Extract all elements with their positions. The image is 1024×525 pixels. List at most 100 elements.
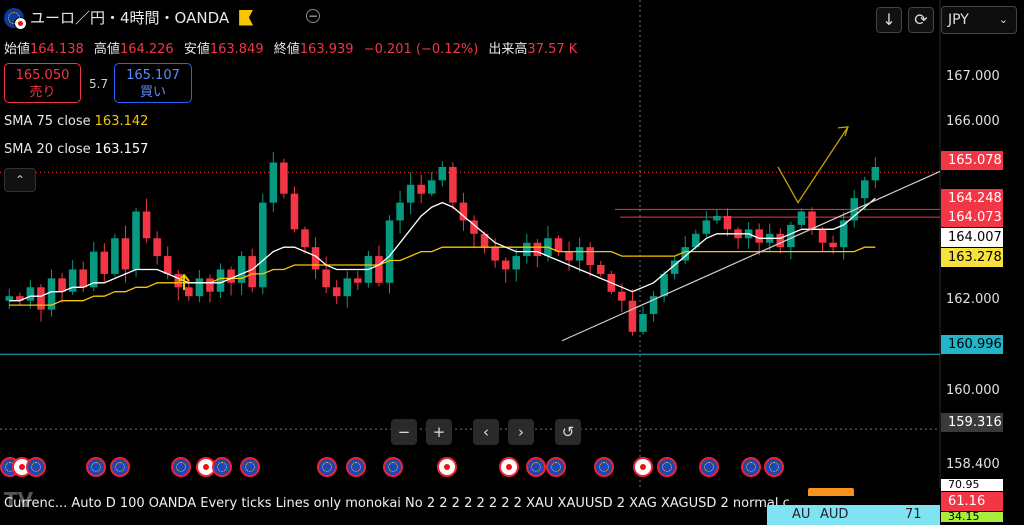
price-label-line2: 164.073 <box>941 208 1003 227</box>
eu-event-flag-icon[interactable] <box>26 457 46 477</box>
close-label: 終値 <box>273 42 300 57</box>
jp-event-flag-icon[interactable] <box>499 457 519 477</box>
scroll-right-button[interactable]: › <box>508 419 534 445</box>
osc-label-3: 34.15 <box>941 511 1003 522</box>
eu-event-flag-icon[interactable] <box>240 457 260 477</box>
candle-body <box>692 233 700 248</box>
eu-event-flag-icon[interactable] <box>317 457 337 477</box>
sma75-legend[interactable]: SMA 75 close 163.142 <box>4 114 148 129</box>
projection-arrowhead <box>837 126 849 137</box>
price-tick: 167.000 <box>946 69 1000 84</box>
watchlist-symbol: AU <box>792 507 811 522</box>
candle-body <box>427 180 436 194</box>
jp-event-flag-icon[interactable] <box>633 457 653 477</box>
candle-body <box>670 260 679 274</box>
candle-body <box>47 278 56 310</box>
high-value: 164.226 <box>119 42 174 57</box>
sma75-label: SMA 75 close <box>4 114 91 129</box>
candle-body <box>301 229 309 248</box>
currency-select[interactable]: JPY ⌄ <box>941 6 1017 34</box>
candle-body <box>396 202 404 221</box>
candle-body <box>311 247 320 270</box>
candle-body <box>829 242 837 248</box>
candle-body <box>79 269 87 288</box>
sell-price: 165.050 <box>15 68 70 83</box>
candle-body <box>723 215 732 230</box>
candle-body <box>343 278 352 297</box>
candle-body <box>755 229 763 243</box>
candle-body <box>417 184 425 194</box>
candle-body <box>818 229 827 243</box>
eu-event-flag-icon[interactable] <box>346 457 366 477</box>
candle-body <box>332 287 341 297</box>
buy-price: 165.107 <box>126 68 180 83</box>
eu-event-flag-icon[interactable] <box>741 457 761 477</box>
osc-label-1: 70.95 <box>941 479 1003 491</box>
candle-body <box>132 211 140 270</box>
download-icon[interactable]: ↓ <box>876 7 902 33</box>
candle-body <box>702 220 711 234</box>
eu-event-flag-icon[interactable] <box>212 457 232 477</box>
candle-body <box>406 184 415 203</box>
sma20-line <box>9 197 876 302</box>
price-label-support: 160.996 <box>941 335 1003 354</box>
eu-event-flag-icon[interactable] <box>657 457 677 477</box>
sell-label: 売り <box>29 85 56 100</box>
candle-body <box>554 238 563 252</box>
eu-event-flag-icon[interactable] <box>383 457 403 477</box>
sma20-value: 163.157 <box>94 142 149 157</box>
candle-body <box>354 278 362 283</box>
eu-event-flag-icon[interactable] <box>171 457 191 477</box>
collapse-legend-button[interactable]: ⌃ <box>4 168 36 192</box>
zoom-out-button[interactable]: − <box>391 419 417 445</box>
candle-body <box>787 224 795 248</box>
candle-body <box>713 215 721 221</box>
candle-body <box>649 296 658 315</box>
eu-event-flag-icon[interactable] <box>86 457 106 477</box>
price-tick: 162.000 <box>946 292 1000 307</box>
remove-icon[interactable]: − <box>306 9 320 23</box>
candle-body <box>839 220 848 248</box>
candle-body <box>533 242 542 257</box>
watchlist-row[interactable]: AU AUD 71 <box>767 505 940 525</box>
sell-button[interactable]: 165.050 売り <box>4 63 81 103</box>
zoom-in-button[interactable]: + <box>426 419 452 445</box>
eu-event-flag-icon[interactable] <box>110 457 130 477</box>
currency-label: JPY <box>948 12 969 28</box>
symbol-title: ユーロ／円・4時間・OANDA <box>30 9 230 27</box>
candle-body <box>618 291 626 301</box>
buy-label: 買い <box>139 85 166 100</box>
candle-body <box>5 296 14 301</box>
reset-chart-button[interactable]: ↺ <box>555 419 581 445</box>
price-tick: 158.400 <box>946 457 1000 472</box>
bookmark-flag-icon[interactable] <box>239 9 254 26</box>
symbol-header[interactable]: ユーロ／円・4時間・OANDA <box>4 7 254 30</box>
spread-value: 5.7 <box>89 77 109 91</box>
scroll-left-button[interactable]: ‹ <box>473 419 499 445</box>
candle-body <box>438 166 447 181</box>
eurjpy-flag-icon <box>4 7 27 30</box>
eu-event-flag-icon[interactable] <box>546 457 566 477</box>
candle-body <box>639 314 647 332</box>
candle-body <box>89 251 98 288</box>
candle-body <box>322 269 330 288</box>
price-label-sma20: 164.007 <box>941 228 1003 247</box>
trendline <box>561 170 941 342</box>
candle-body <box>449 166 457 203</box>
candle-body <box>776 233 785 248</box>
candle-body <box>111 238 119 274</box>
sma20-label: SMA 20 close <box>4 142 91 157</box>
candle-body <box>216 269 225 292</box>
signal-arrowhead-icon <box>178 273 190 282</box>
buy-button[interactable]: 165.107 買い <box>114 63 192 103</box>
eu-event-flag-icon[interactable] <box>764 457 784 477</box>
replay-icon[interactable]: ⟳ <box>908 7 934 33</box>
sma20-legend[interactable]: SMA 20 close 163.157 <box>4 142 148 157</box>
candle-body <box>280 162 288 194</box>
eu-event-flag-icon[interactable] <box>699 457 719 477</box>
candle-body <box>58 278 66 292</box>
eu-event-flag-icon[interactable] <box>526 457 546 477</box>
jp-event-flag-icon[interactable] <box>437 457 457 477</box>
eu-event-flag-icon[interactable] <box>594 457 614 477</box>
